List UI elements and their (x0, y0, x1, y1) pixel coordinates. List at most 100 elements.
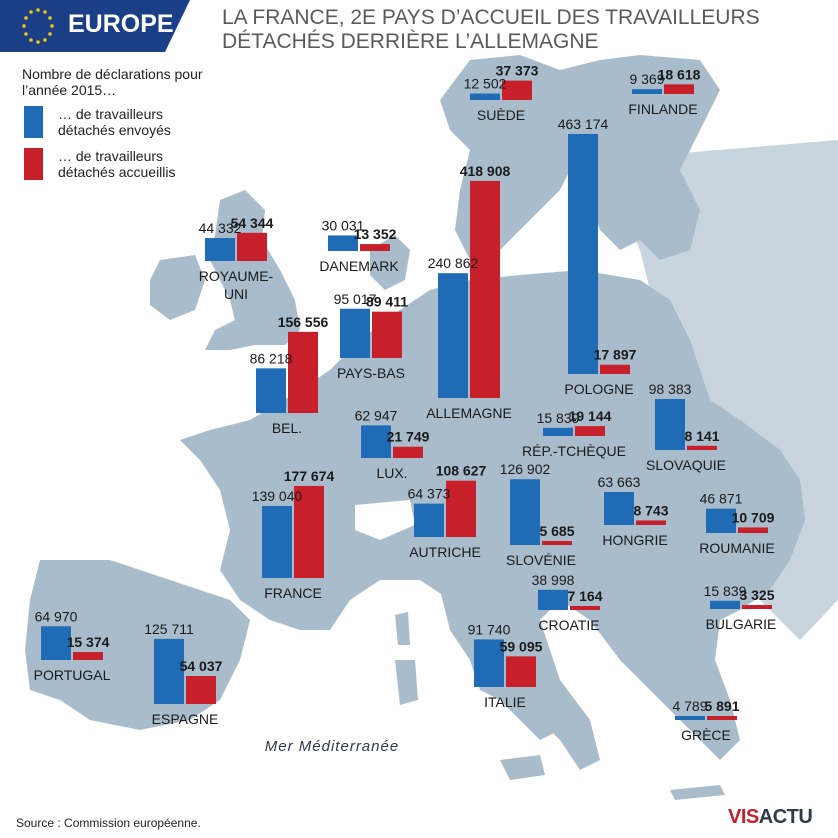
value-label-received: 54 344 (231, 215, 274, 231)
country-label: HONGRIE (602, 532, 667, 548)
bar-received (738, 527, 768, 533)
country-group (361, 425, 423, 458)
country-group (41, 626, 103, 660)
country-label: ESPAGNE (152, 711, 219, 727)
value-label-sent: 30 031 (322, 217, 365, 233)
country-group (205, 232, 267, 261)
header-tag-label: EUROPE (68, 10, 174, 38)
country-label: CROATIE (538, 617, 599, 633)
country-group (510, 479, 572, 545)
value-label-sent: 15 839 (537, 410, 580, 426)
country-label: PAYS-BAS (337, 365, 405, 381)
bar-received (372, 311, 402, 358)
bar-received (506, 656, 536, 687)
value-label-received: 177 674 (284, 468, 335, 484)
logo-part2: ACTU (758, 806, 813, 828)
country-label: FRANCE (264, 585, 322, 601)
sicily (500, 755, 545, 780)
value-label-sent: 240 862 (428, 255, 479, 271)
country-label: RÉP.-TCHÈQUE (522, 443, 626, 459)
corsica (395, 612, 410, 645)
value-label-sent: 125 711 (144, 621, 194, 637)
value-label-received: 13 352 (354, 226, 397, 242)
country-group (710, 600, 772, 609)
bar-received (687, 445, 717, 450)
bar-received (742, 605, 772, 609)
value-label-sent: 64 970 (35, 608, 78, 624)
bar-sent (256, 368, 286, 413)
bar-received (446, 480, 476, 537)
country-group (675, 716, 737, 720)
country-label: UNI (224, 286, 248, 302)
bar-sent (470, 93, 500, 100)
switzerland (355, 500, 415, 540)
bar-received (636, 520, 666, 525)
header-band (190, 0, 838, 52)
country-group (706, 508, 768, 533)
country-label: AUTRICHE (409, 544, 481, 560)
value-label-sent: 38 998 (532, 572, 575, 588)
sea-label: Mer Méditerranée (264, 738, 400, 755)
value-label-sent: 98 383 (649, 381, 692, 397)
bar-sent (328, 235, 358, 251)
value-label-received: 37 373 (496, 63, 539, 79)
country-group (632, 84, 694, 94)
bar-received (542, 541, 572, 545)
bar-received (707, 716, 737, 720)
bar-sent (361, 425, 391, 458)
source-note: Source : Commission européenne. (16, 816, 201, 830)
value-label-received: 17 897 (594, 347, 637, 363)
bar-received (360, 244, 390, 251)
value-label-sent: 15 839 (704, 583, 747, 599)
value-label-received: 156 556 (278, 314, 329, 330)
bar-sent (41, 626, 71, 660)
value-label-received: 8 743 (633, 502, 668, 518)
value-label-received: 21 749 (387, 429, 430, 445)
country-group (438, 180, 500, 398)
value-label-received: 54 037 (180, 658, 223, 674)
bar-sent (632, 89, 662, 94)
bar-received (575, 426, 605, 436)
bar-received (470, 180, 500, 398)
value-label-sent: 86 218 (250, 350, 293, 366)
country-label: ITALIE (484, 694, 526, 710)
country-label: BEL. (272, 420, 302, 436)
great-britain (205, 190, 300, 350)
value-label-received: 10 709 (732, 509, 775, 525)
value-label-sent: 46 871 (700, 491, 743, 507)
country-group (655, 399, 717, 450)
country-group (474, 639, 536, 687)
bar-received (502, 80, 532, 100)
bar-sent (675, 716, 705, 720)
value-label-received: 418 908 (460, 163, 511, 179)
legend-label-received: … de travailleurs détachés accueillis (58, 148, 176, 180)
crete (670, 785, 725, 800)
sardinia (395, 660, 418, 705)
country-label: FINLANDE (628, 101, 697, 117)
value-label-sent: 4 789 (672, 698, 707, 714)
value-label-received: 18 618 (658, 66, 701, 82)
value-label-received: 59 095 (500, 638, 543, 654)
value-label-sent: 12 502 (464, 76, 507, 92)
bar-sent (706, 508, 736, 533)
value-label-sent: 44 332 (199, 220, 242, 236)
value-label-sent: 91 740 (468, 621, 511, 637)
visactu-logo: VISACTU (728, 806, 813, 829)
country-label: ROUMANIE (699, 540, 774, 556)
country-label: GRÈCE (681, 727, 731, 743)
value-label-sent: 126 902 (500, 461, 551, 477)
country-group (604, 492, 666, 525)
bar-sent (604, 492, 634, 525)
bar-received (600, 364, 630, 374)
value-label-received: 8 141 (684, 428, 719, 444)
value-label-sent: 62 947 (355, 407, 398, 423)
bar-sent (710, 600, 740, 609)
bar-sent (510, 479, 540, 545)
country-label: POLOGNE (564, 381, 633, 397)
value-label-received: 15 374 (67, 634, 110, 650)
bar-sent (474, 639, 504, 687)
value-label-sent: 64 373 (408, 486, 451, 502)
eu-stars-icon (22, 8, 54, 44)
